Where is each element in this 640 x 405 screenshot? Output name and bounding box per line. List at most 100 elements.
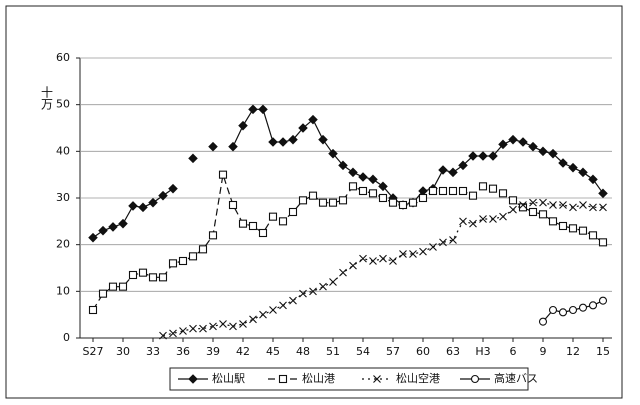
x-tick-label: 45 [266, 345, 280, 358]
marker-cross [199, 324, 207, 333]
marker-square [218, 170, 228, 179]
marker-diamond [208, 141, 218, 152]
marker-square [298, 196, 308, 205]
x-tick-label: 42 [236, 345, 250, 358]
marker-cross [169, 329, 177, 338]
x-tick-label: 9 [540, 345, 547, 358]
marker-cross [539, 198, 547, 207]
marker-diamond [558, 158, 568, 168]
marker-diamond [288, 134, 298, 145]
marker-diamond [298, 123, 308, 133]
marker-cross [499, 212, 507, 221]
marker-cross [159, 331, 167, 340]
marker-diamond [508, 134, 518, 145]
marker-circle [558, 308, 568, 317]
marker-square [558, 221, 568, 231]
frame [5, 5, 623, 399]
x-tick-label: 30 [116, 345, 130, 358]
marker-square [268, 212, 278, 221]
y-tick-label: 10 [56, 284, 70, 297]
marker-diamond [338, 160, 348, 171]
marker-diamond [438, 165, 448, 175]
x-tick-label: H3 [475, 345, 490, 358]
marker-cross [279, 301, 287, 310]
marker-cross [309, 287, 317, 296]
marker-cross [329, 278, 337, 286]
marker-square [188, 252, 198, 261]
marker-cross [319, 282, 327, 291]
marker-cross [289, 296, 297, 305]
marker-cross [599, 203, 607, 212]
legend-label: 松山空港 [396, 371, 440, 385]
marker-square [238, 219, 248, 228]
marker-square [528, 207, 538, 217]
marker-square [248, 221, 258, 231]
marker-square [308, 191, 318, 200]
marker-cross [409, 250, 417, 258]
marker-cross [469, 219, 477, 228]
x-tick-label: 57 [386, 345, 400, 358]
marker-diamond [158, 190, 168, 201]
marker-diamond [538, 146, 548, 157]
marker-square [498, 189, 508, 198]
y-tick-label: 0 [63, 331, 70, 344]
marker-diamond [188, 374, 198, 384]
marker-circle [538, 317, 548, 326]
marker-cross [529, 198, 537, 207]
marker-diamond [88, 232, 98, 243]
marker-cross [449, 236, 457, 244]
marker-square [478, 182, 488, 191]
marker-diamond [108, 222, 118, 232]
marker-cross [269, 306, 277, 314]
marker-diamond [368, 174, 378, 185]
marker-diamond [118, 218, 128, 229]
marker-cross [359, 254, 367, 263]
marker-square [518, 203, 528, 212]
marker-square [508, 196, 518, 205]
marker-square [138, 268, 148, 277]
marker-square [368, 189, 378, 198]
marker-square [328, 198, 338, 207]
x-tick-label: 54 [356, 345, 370, 358]
series-line [92, 108, 604, 239]
marker-diamond [238, 120, 248, 131]
marker-cross [189, 324, 197, 333]
marker-diamond [128, 201, 138, 211]
marker-circle [578, 303, 588, 312]
legend-box [169, 367, 529, 391]
x-tick-label: 51 [326, 345, 340, 358]
marker-square [118, 282, 128, 291]
marker-cross [379, 254, 387, 263]
x-tick-label: 15 [596, 345, 610, 358]
y-tick-label: 50 [56, 98, 70, 111]
marker-square [158, 273, 168, 282]
marker-square [488, 184, 498, 193]
marker-diamond [348, 167, 358, 178]
marker-cross [349, 261, 357, 270]
marker-diamond [378, 181, 388, 192]
marker-diamond [548, 148, 558, 159]
legend-label: 高速バス [494, 371, 538, 385]
marker-diamond [138, 202, 148, 213]
marker-cross [259, 310, 267, 319]
marker-circle [568, 305, 578, 315]
x-tick-label: 48 [296, 345, 310, 358]
marker-diamond [448, 167, 458, 178]
marker-cross [179, 327, 187, 335]
marker-square [278, 374, 288, 384]
marker-diamond [278, 137, 288, 147]
marker-cross [239, 320, 247, 328]
x-tick-label: 60 [416, 345, 430, 358]
marker-cross [519, 201, 527, 209]
marker-cross [589, 203, 597, 212]
marker-cross [229, 322, 237, 331]
y-tick-label: 40 [56, 144, 70, 157]
marker-diamond [168, 183, 178, 194]
marker-cross [559, 201, 567, 209]
marker-square [288, 207, 298, 217]
marker-square [398, 200, 408, 210]
marker-diamond [318, 134, 328, 145]
x-tick-label: S27 [83, 345, 104, 358]
marker-cross [489, 215, 497, 223]
marker-cross [369, 257, 377, 265]
